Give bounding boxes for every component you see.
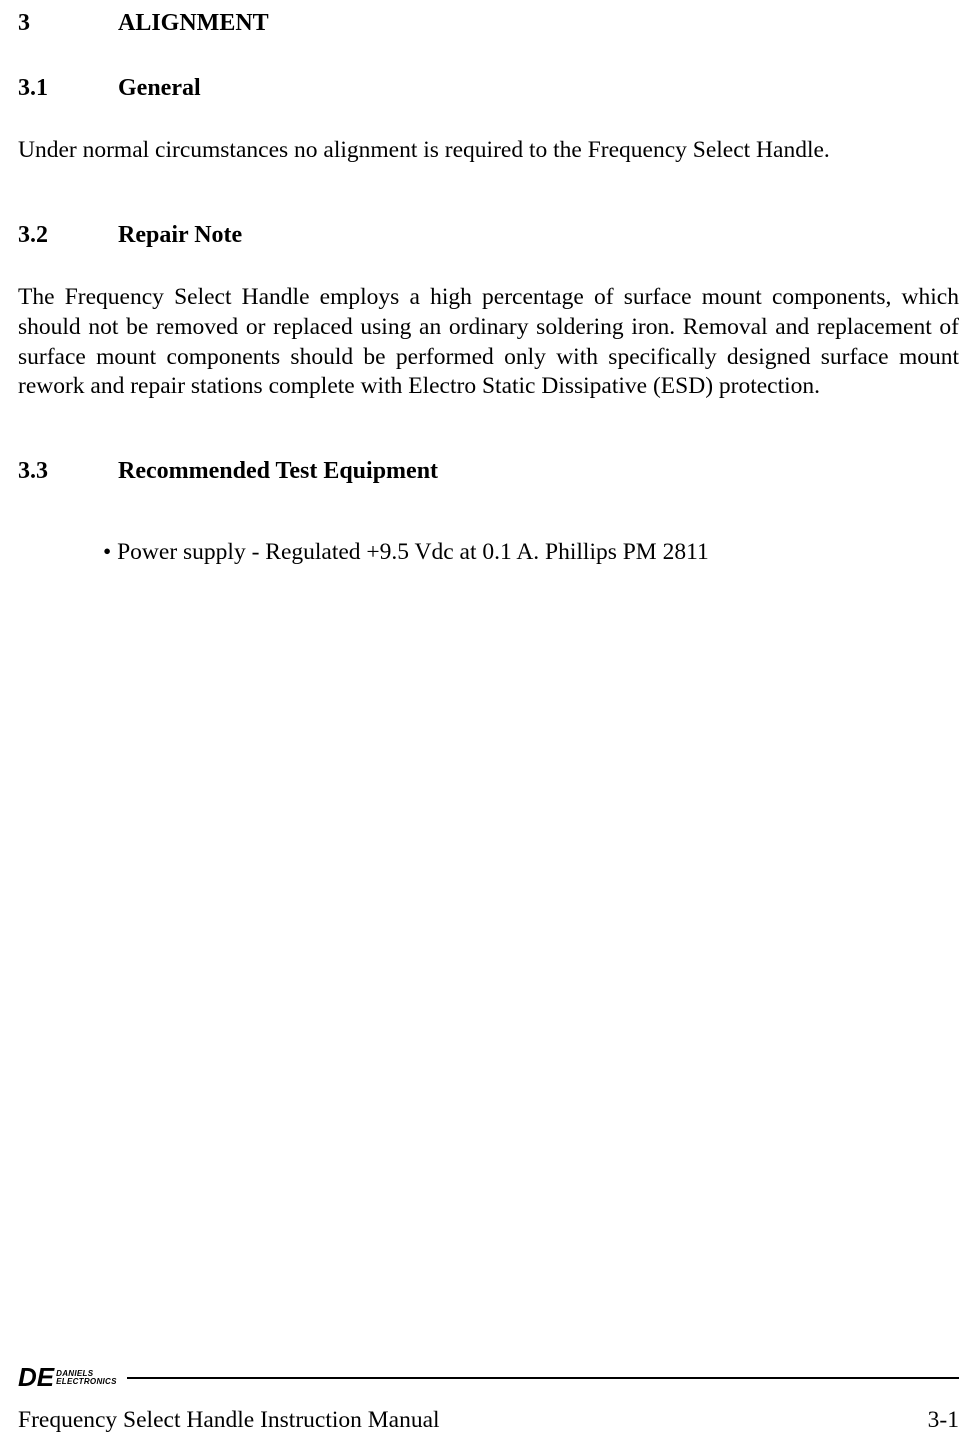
subsection-heading: 3.1General xyxy=(18,75,959,102)
subsection-title: Recommended Test Equipment xyxy=(118,458,438,484)
manual-title: Frequency Select Handle Instruction Manu… xyxy=(18,1407,440,1434)
footer-text-row: Frequency Select Handle Instruction Manu… xyxy=(18,1407,959,1434)
subsection-body: The Frequency Select Handle employs a hi… xyxy=(18,283,959,402)
logo-initials: DE xyxy=(18,1362,54,1393)
subsection-number: 3.1 xyxy=(18,75,118,102)
footer-rule-row: DE DANIELSELECTRONICS xyxy=(18,1362,959,1393)
footer-logo: DE DANIELSELECTRONICS xyxy=(18,1362,117,1393)
section-number: 3 xyxy=(18,10,118,37)
page-number: 3-1 xyxy=(928,1407,959,1434)
subsection-heading: 3.3Recommended Test Equipment xyxy=(18,458,959,485)
section-heading: 3ALIGNMENT xyxy=(18,10,959,37)
footer-divider xyxy=(127,1377,959,1379)
section-title: ALIGNMENT xyxy=(118,10,269,36)
bullet-item: • Power supply - Regulated +9.5 Vdc at 0… xyxy=(103,539,959,566)
page-footer: DE DANIELSELECTRONICS Frequency Select H… xyxy=(18,1362,959,1434)
subsection-number: 3.2 xyxy=(18,222,118,249)
subsection-heading: 3.2Repair Note xyxy=(18,222,959,249)
subsection-title: Repair Note xyxy=(118,222,242,248)
subsection-title: General xyxy=(118,75,201,101)
logo-company-name: DANIELSELECTRONICS xyxy=(56,1370,117,1384)
subsection-number: 3.3 xyxy=(18,458,118,485)
subsection-body: Under normal circumstances no alignment … xyxy=(18,136,959,166)
